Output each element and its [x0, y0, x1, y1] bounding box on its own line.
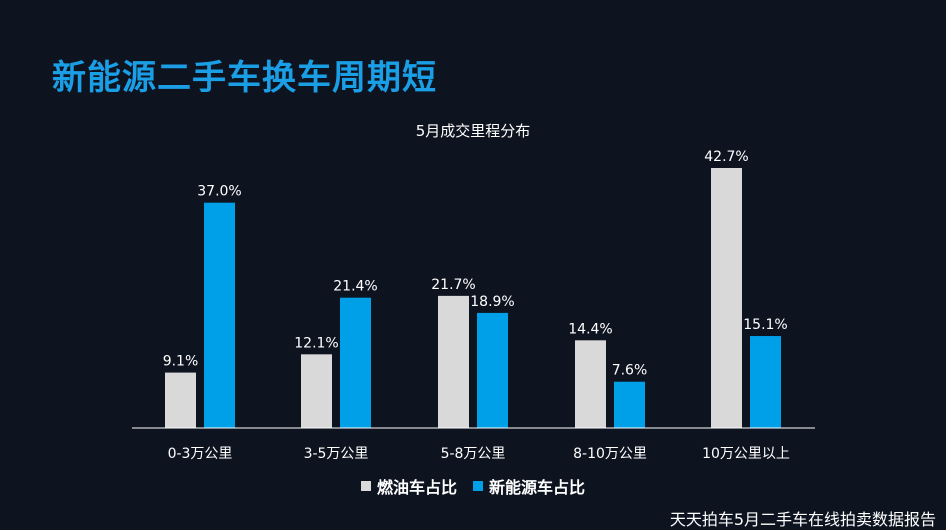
slide-title: 新能源二手车换车周期短: [52, 58, 437, 98]
footer-source: 天天拍车5月二手车在线拍卖数据报告: [669, 510, 936, 529]
x-tick-label-2: 5-8万公里: [441, 446, 506, 462]
data-label-nev-2: 18.9%: [470, 294, 514, 310]
legend-label-fuel: 燃油车占比: [376, 478, 457, 497]
data-label-nev-3: 7.6%: [612, 363, 648, 379]
bar-nev-3: [614, 381, 645, 428]
bar-nev-4: [750, 336, 781, 428]
bar-fuel-2: [438, 295, 469, 428]
bar-nev-2: [477, 312, 508, 428]
bar-fuel-4: [711, 168, 742, 428]
data-label-nev-0: 37.0%: [197, 184, 241, 200]
legend-swatch-nev: [473, 481, 483, 491]
data-label-nev-4: 15.1%: [743, 317, 787, 333]
x-axis-labels: 0-3万公里 3-5万公里 5-8万公里 8-10万公里 10万公里以上: [168, 446, 790, 462]
data-label-fuel-4: 42.7%: [704, 149, 748, 165]
legend-item-fuel: 燃油车占比: [360, 474, 457, 498]
bar-nev-1: [340, 297, 371, 428]
bar-nev-0: [204, 202, 235, 428]
bar-fuel-3: [575, 340, 606, 428]
legend-label-nev: 新能源车占比: [489, 478, 586, 497]
legend-swatch-fuel: [360, 481, 371, 491]
x-tick-label-1: 3-5万公里: [304, 446, 369, 462]
legend: 燃油车占比 新能源车占比: [0, 474, 946, 498]
bar-fuel-0: [165, 372, 196, 428]
x-tick-label-4: 10万公里以上: [702, 446, 790, 462]
bars-group: 9.1% 37.0% 12.1% 21.4% 21.7%18.9% 14.4% 7.6% 42…: [163, 149, 788, 428]
bar-chart: 5月成交里程分布 9.1% 37.0% 12.1% 21.4% 21.7%18.9% 14…: [132, 122, 815, 462]
data-label-nev-1: 21.4%: [333, 279, 377, 295]
data-label-fuel-3: 14.4%: [568, 321, 612, 337]
data-label-fuel-1: 12.1%: [294, 335, 338, 351]
data-label-fuel-0: 9.1%: [163, 354, 199, 370]
bar-fuel-1: [301, 354, 332, 428]
x-tick-label-3: 8-10万公里: [573, 446, 647, 462]
legend-item-nev: 新能源车占比: [473, 474, 585, 498]
data-label-fuel-2: 21.7%: [431, 277, 475, 293]
chart-title: 5月成交里程分布: [416, 122, 531, 140]
x-tick-label-0: 0-3万公里: [168, 446, 233, 462]
